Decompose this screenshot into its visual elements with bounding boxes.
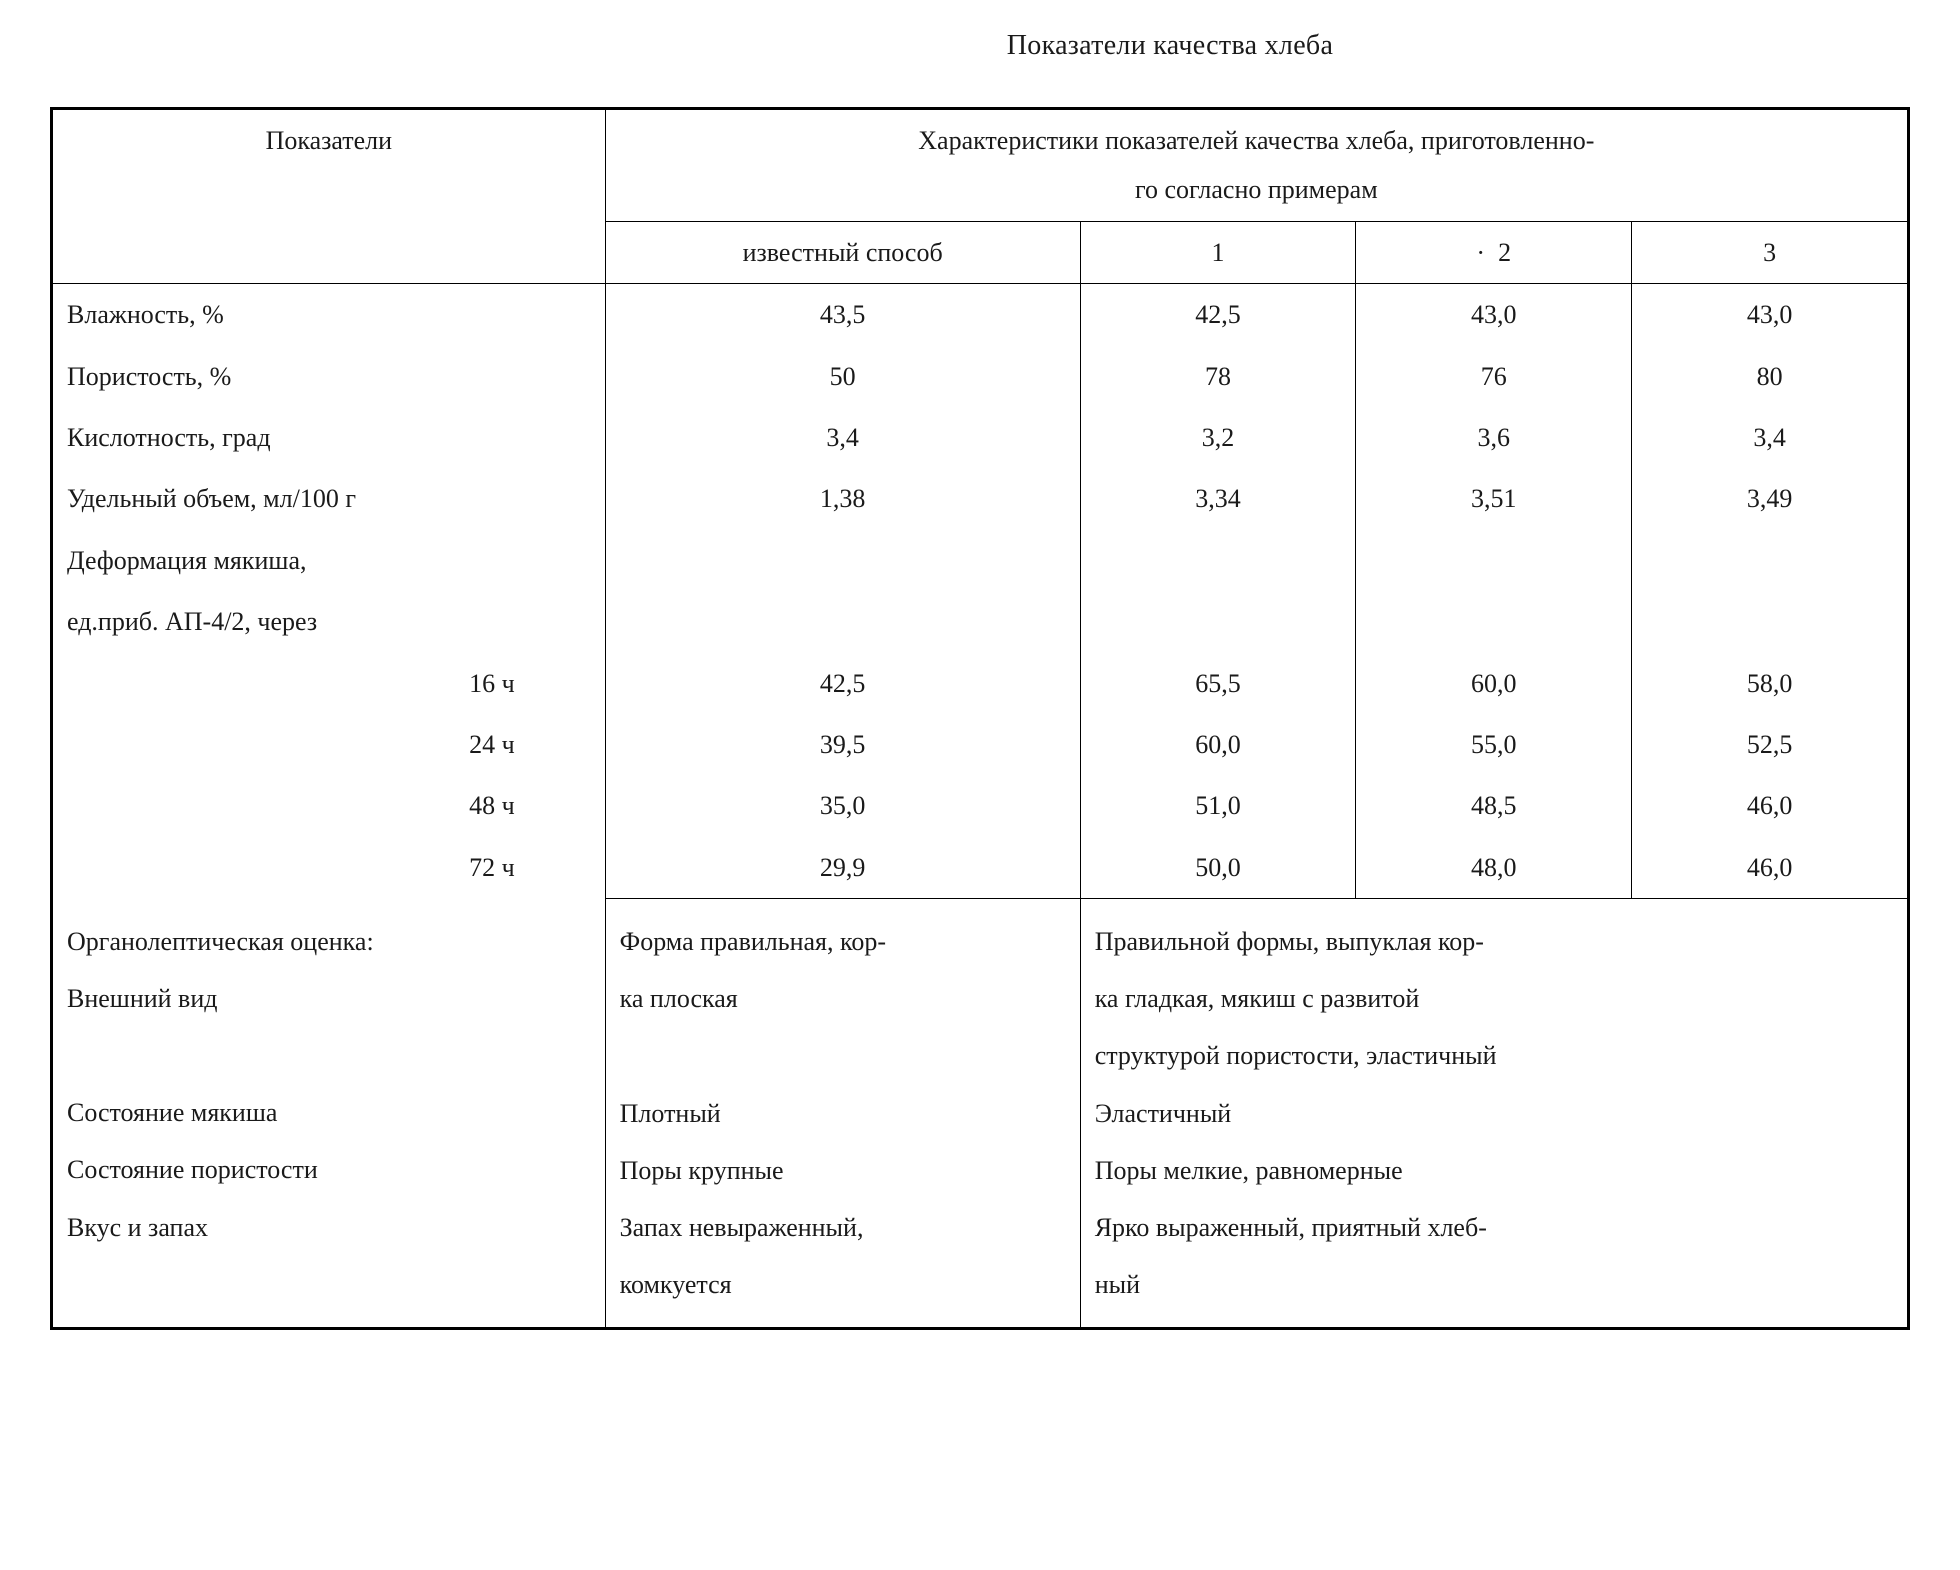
cell-value: 46,0 [1632,775,1909,836]
row-label: Деформация мякиша, [52,530,606,591]
header-col-1: 1 [1080,221,1356,283]
table-row: Влажность, % 43,5 42,5 43,0 43,0 [52,284,1909,346]
cell-value: 35,0 [605,775,1080,836]
header-characteristics: Характеристики показателей качества хлеб… [605,109,1908,222]
cell-value: 3,4 [1632,407,1909,468]
cell-value: 46,0 [1632,837,1909,899]
cell-value: 29,9 [605,837,1080,899]
table-row: Удельный объем, мл/100 г 1,38 3,34 3,51 … [52,468,1909,529]
dot-icon: · [1476,238,1485,267]
cell-value: 80 [1632,346,1909,407]
row-label: Кислотность, град [52,407,606,468]
table-row: Пористость, % 50 78 76 80 [52,346,1909,407]
cell-value: 43,0 [1632,284,1909,346]
organoleptic-labels: Органолептическая оценка: Внешний вид Со… [52,899,606,1329]
table-row: Деформация мякиша, [52,530,1909,591]
table-row: 48 ч 35,0 51,0 48,5 46,0 [52,775,1909,836]
cell-value: 58,0 [1632,653,1909,714]
cell-value: 43,5 [605,284,1080,346]
cell-value: 60,0 [1356,653,1632,714]
header-col-2: · 2 [1356,221,1632,283]
table-title: Показатели качества хлеба [430,30,1910,62]
organoleptic-examples: Правильной формы, выпуклая кор- ка гладк… [1080,899,1908,1329]
cell-value: 3,34 [1080,468,1356,529]
cell-value: 39,5 [605,714,1080,775]
quality-table: Показатели Характеристики показателей ка… [50,107,1910,1330]
row-label: 24 ч [52,714,606,775]
cell-value: 43,0 [1356,284,1632,346]
row-label: Пористость, % [52,346,606,407]
table-row: Кислотность, град 3,4 3,2 3,6 3,4 [52,407,1909,468]
header-indicators: Показатели [52,109,606,284]
cell-value: 3,6 [1356,407,1632,468]
cell-value: 50 [605,346,1080,407]
cell-value: 50,0 [1080,837,1356,899]
cell-value: 3,49 [1632,468,1909,529]
cell-value: 42,5 [605,653,1080,714]
table-row: 72 ч 29,9 50,0 48,0 46,0 [52,837,1909,899]
cell-value: 52,5 [1632,714,1909,775]
header-col-3: 3 [1632,221,1909,283]
cell-value: 51,0 [1080,775,1356,836]
cell-value: 48,0 [1356,837,1632,899]
cell-value: 3,4 [605,407,1080,468]
cell-value: 3,51 [1356,468,1632,529]
table-row: 16 ч 42,5 65,5 60,0 58,0 [52,653,1909,714]
row-label: 48 ч [52,775,606,836]
cell-value: 1,38 [605,468,1080,529]
cell-value: 3,2 [1080,407,1356,468]
header-known-method: известный способ [605,221,1080,283]
table-row: 24 ч 39,5 60,0 55,0 52,5 [52,714,1909,775]
cell-value: 48,5 [1356,775,1632,836]
organoleptic-known: Форма правильная, кор- ка плоская Плотны… [605,899,1080,1329]
cell-value: 42,5 [1080,284,1356,346]
cell-value: 76 [1356,346,1632,407]
table-row: ед.приб. АП-4/2, через [52,591,1909,652]
row-label: 72 ч [52,837,606,899]
organoleptic-row: Органолептическая оценка: Внешний вид Со… [52,899,1909,1329]
cell-value: 78 [1080,346,1356,407]
cell-value: 60,0 [1080,714,1356,775]
cell-value: 65,5 [1080,653,1356,714]
row-label: 16 ч [52,653,606,714]
row-label: Удельный объем, мл/100 г [52,468,606,529]
row-label: Влажность, % [52,284,606,346]
row-label: ед.приб. АП-4/2, через [52,591,606,652]
cell-value: 55,0 [1356,714,1632,775]
